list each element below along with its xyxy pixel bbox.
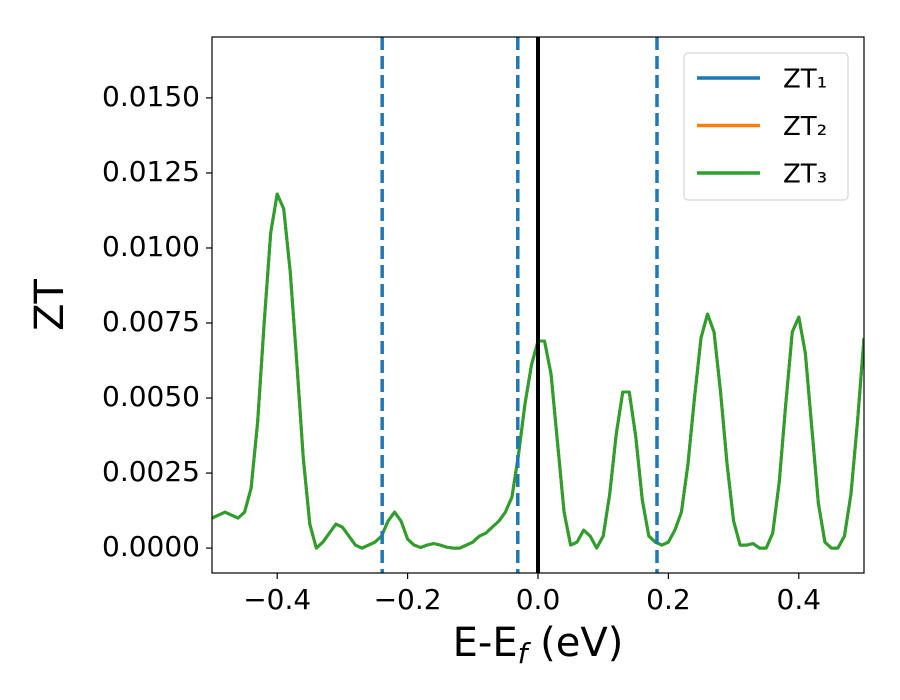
y-tick-label: 0.0125	[102, 155, 200, 188]
y-tick-label: 0.0075	[102, 305, 200, 338]
legend-label: ZT₃	[783, 160, 827, 190]
x-tick-label: 0.0	[516, 583, 561, 616]
plot-area	[212, 37, 864, 573]
legend-box	[683, 52, 849, 201]
y-tick-label: 0.0000	[102, 530, 200, 563]
x-tick-label: 0.4	[777, 583, 822, 616]
legend-label: ZT₂	[783, 112, 827, 142]
y-tick-label: 0.0150	[102, 80, 200, 113]
x-tick-label: −0.2	[374, 583, 442, 616]
x-tick-label: 0.2	[646, 583, 691, 616]
y-tick-label: 0.0025	[102, 455, 200, 488]
y-axis-label: ZT	[27, 279, 73, 331]
x-tick-label: −0.4	[243, 583, 311, 616]
legend-label: ZT₁	[783, 65, 827, 95]
y-tick-label: 0.0050	[102, 380, 200, 413]
y-tick-label: 0.0100	[102, 230, 200, 263]
x-axis-label: E-Ef (eV)	[453, 620, 624, 670]
